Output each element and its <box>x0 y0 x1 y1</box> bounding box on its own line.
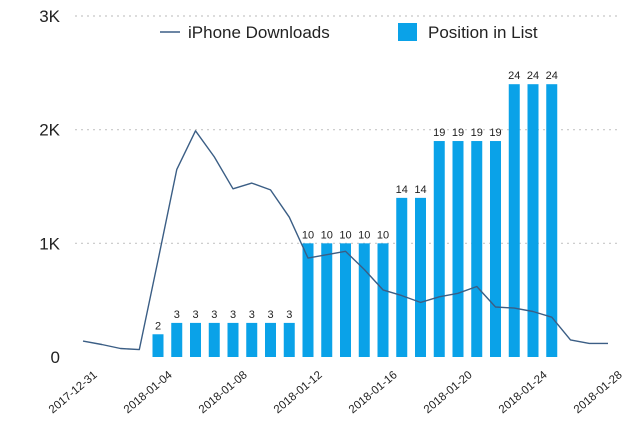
x-tick-label: 2017-12-31 <box>47 369 100 416</box>
line-series <box>82 130 608 351</box>
bar <box>227 322 239 357</box>
bar <box>471 141 483 357</box>
bar <box>302 243 314 357</box>
bar-value-label: 3 <box>286 309 292 321</box>
y-axis-ticks: 0 1K 2K 3K <box>39 7 60 367</box>
bar <box>190 322 201 357</box>
bar <box>152 334 164 357</box>
bar-value-label: 14 <box>414 184 426 196</box>
bar-value-label: 10 <box>321 229 333 241</box>
bar-value-label: 14 <box>396 184 408 196</box>
x-tick-label: 2018-01-28 <box>572 369 625 416</box>
bar <box>415 197 426 357</box>
y-tick-label: 3K <box>39 7 60 26</box>
bar-value-label: 10 <box>377 229 389 241</box>
x-tick-label: 2018-01-20 <box>422 369 475 416</box>
bar-value-label: 3 <box>230 309 236 321</box>
downloads-line <box>82 130 608 351</box>
bar-value-label: 19 <box>452 127 464 139</box>
bar <box>433 141 445 357</box>
bar <box>396 197 408 357</box>
bar <box>265 322 276 357</box>
bar-value-label: 3 <box>211 309 217 321</box>
bar <box>377 243 389 357</box>
y-tick-label: 0 <box>51 348 60 367</box>
bar-value-label: 19 <box>471 127 483 139</box>
legend-line-label: iPhone Downloads <box>188 23 330 42</box>
bar <box>246 322 258 357</box>
bar <box>340 243 351 357</box>
bar <box>208 322 220 357</box>
bar-value-label: 10 <box>339 229 351 241</box>
y-tick-label: 2K <box>39 121 60 140</box>
legend-bar-label: Position in List <box>428 23 538 42</box>
x-tick-label: 2018-01-04 <box>122 369 175 416</box>
x-axis-ticks: 2017-12-31 2018-01-04 2018-01-08 2018-01-12… <box>47 369 625 416</box>
bar-value-label: 24 <box>527 70 539 82</box>
x-tick-label: 2018-01-08 <box>197 369 250 416</box>
bar-value-label: 24 <box>546 70 558 82</box>
x-tick-label: 2018-01-12 <box>272 369 325 416</box>
bar <box>171 322 183 357</box>
bar-value-label: 3 <box>249 309 255 321</box>
bar-series <box>152 84 558 357</box>
x-tick-label: 2018-01-16 <box>347 369 400 416</box>
bar-value-label: 2 <box>155 320 161 332</box>
legend-bar-swatch <box>398 23 417 41</box>
y-tick-label: 1K <box>39 234 60 253</box>
bar <box>546 84 558 357</box>
bar <box>358 243 370 357</box>
bar <box>283 322 295 357</box>
bar-value-label: 24 <box>508 70 520 82</box>
bar <box>321 243 333 357</box>
legend: iPhone Downloads Position in List <box>160 23 538 42</box>
bar <box>527 84 539 357</box>
bar-value-label: 19 <box>433 127 445 139</box>
bar-value-label: 3 <box>192 309 198 321</box>
bar <box>508 84 520 357</box>
bar-value-label: 19 <box>489 127 501 139</box>
bar-value-label: 3 <box>174 309 180 321</box>
x-tick-label: 2018-01-24 <box>497 369 550 416</box>
bar-value-label: 10 <box>358 229 370 241</box>
bar <box>452 141 464 357</box>
bar-value-label: 3 <box>267 309 273 321</box>
bar-value-label: 10 <box>302 229 314 241</box>
bar <box>490 141 501 357</box>
